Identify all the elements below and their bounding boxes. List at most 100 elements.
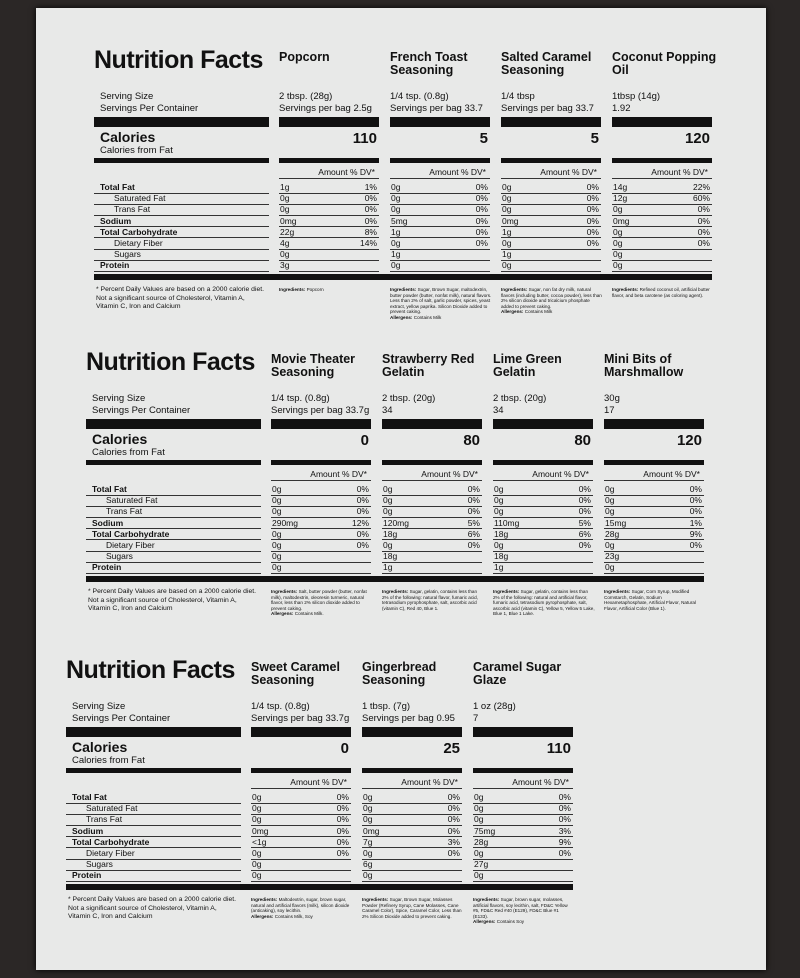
daily-value: 0%: [336, 814, 349, 825]
amount: 4g: [280, 238, 290, 248]
daily-value: 0%: [586, 204, 599, 215]
allergens-label: Allergens:: [390, 314, 413, 320]
daily-value: 0%: [336, 792, 349, 802]
column-bar: [251, 727, 351, 737]
bottom-bar: [94, 274, 712, 280]
daily-value: 0%: [578, 506, 591, 517]
row-line: [604, 480, 704, 481]
row-line: [362, 858, 462, 860]
daily-value: 0%: [475, 215, 488, 226]
amount: 0g: [252, 848, 262, 858]
allergens-text: Contains Milk: [524, 309, 553, 315]
row-line: [66, 813, 241, 815]
row-line: [390, 248, 490, 250]
amount: 0g: [502, 193, 512, 204]
column-bar: [362, 768, 462, 773]
amount: 0g: [363, 803, 373, 814]
daily-value: 0%: [475, 204, 488, 215]
footnote: * Percent Daily Values are based on a 20…: [68, 896, 237, 920]
amount: 0g: [363, 814, 373, 825]
row-line: [501, 270, 601, 272]
row-line: [382, 480, 482, 481]
amount: 0g: [605, 506, 615, 517]
row-line: [604, 539, 704, 541]
row-line: [94, 192, 269, 194]
daily-value: 3%: [558, 825, 571, 836]
ingredients-label: Ingredients:: [382, 589, 409, 594]
amount: 0mg: [502, 215, 519, 226]
row-line: [251, 836, 351, 838]
daily-value: 6%: [467, 528, 480, 539]
label-bar: [66, 768, 241, 773]
row-line: [390, 237, 490, 239]
daily-value: 9%: [689, 528, 702, 539]
row-line: [612, 259, 712, 261]
row-line: [362, 788, 462, 789]
ingredients-text: Sugar, brown sugar, molasses, artificial…: [473, 897, 568, 919]
row-line: [251, 880, 351, 882]
column-bar: [604, 460, 704, 465]
column-bar: [501, 117, 601, 127]
daily-value: 0%: [356, 528, 369, 539]
row-line: [86, 550, 261, 552]
row-line: [271, 480, 371, 481]
amount: 0g: [363, 870, 373, 881]
daily-value: 0%: [578, 540, 591, 550]
row-line: [612, 270, 712, 272]
daily-value: 0%: [558, 792, 571, 802]
row-line: [86, 516, 261, 518]
amount: 18g: [383, 528, 398, 539]
row-line: [390, 226, 490, 228]
ingredients-label: Ingredients:: [390, 287, 417, 292]
row-line: [382, 561, 482, 563]
row-label: Dietary Fiber: [114, 238, 163, 248]
row-line: [279, 248, 379, 250]
amount: 0g: [502, 260, 512, 271]
panel-title: Nutrition Facts: [86, 348, 255, 376]
amount: 0mg: [252, 825, 269, 836]
row-line: [493, 572, 593, 574]
daily-value: 0%: [447, 814, 460, 825]
row-line: [493, 528, 593, 530]
amount-dv-header: Amount % DV*: [643, 469, 700, 479]
ingredients: Ingredients: Sugar, non fat dry milk, na…: [501, 287, 603, 315]
serving-size: 1/4 tsp. (0.8g): [390, 91, 449, 102]
daily-value: 0%: [475, 226, 488, 237]
ingredients-text: Sugar, Brown Sugar, Molasses Powder (Ref…: [362, 897, 462, 919]
amount: 0g: [605, 562, 615, 573]
ingredients-text: Sugar, Brown Sugar, maltodextrin, butter…: [390, 287, 492, 315]
row-line: [501, 259, 601, 261]
daily-value: 0%: [697, 204, 710, 215]
row-line: [86, 505, 261, 507]
daily-value: 0%: [356, 495, 369, 506]
allergens-text: Contains Milk.: [294, 611, 324, 617]
ingredients-text: Sugar, gelatin, contains less than 2% of…: [382, 589, 479, 611]
row-line: [473, 836, 573, 838]
row-line: [493, 494, 593, 496]
amount: 0g: [613, 249, 623, 260]
row-line: [251, 858, 351, 860]
amount: 75mg: [474, 825, 496, 836]
row-label: Protein: [92, 562, 122, 573]
row-line: [271, 561, 371, 563]
product-name: Strawberry Red Gelatin: [382, 352, 475, 379]
row-line: [612, 203, 712, 205]
amount: 0g: [272, 495, 282, 506]
amount: 12g: [613, 193, 628, 204]
amount: 0g: [494, 495, 504, 506]
row-line: [612, 178, 712, 179]
amount: 0g: [474, 792, 484, 802]
column-bar: [612, 117, 712, 127]
ingredients: Ingredients: Sugar, gelatin, contains le…: [382, 589, 484, 611]
ingredients: Ingredients: Sugar, gelatin, contains le…: [493, 589, 595, 617]
row-line: [501, 248, 601, 250]
bottom-bar: [66, 884, 573, 890]
daily-value: 0%: [467, 506, 480, 517]
row-line: [94, 248, 269, 250]
amount: 110mg: [494, 517, 520, 528]
amount: 1g: [494, 562, 504, 573]
amount: 18g: [383, 551, 398, 562]
row-line: [271, 494, 371, 496]
row-line: [279, 226, 379, 228]
allergens-text: Contains Milk: [413, 314, 442, 320]
